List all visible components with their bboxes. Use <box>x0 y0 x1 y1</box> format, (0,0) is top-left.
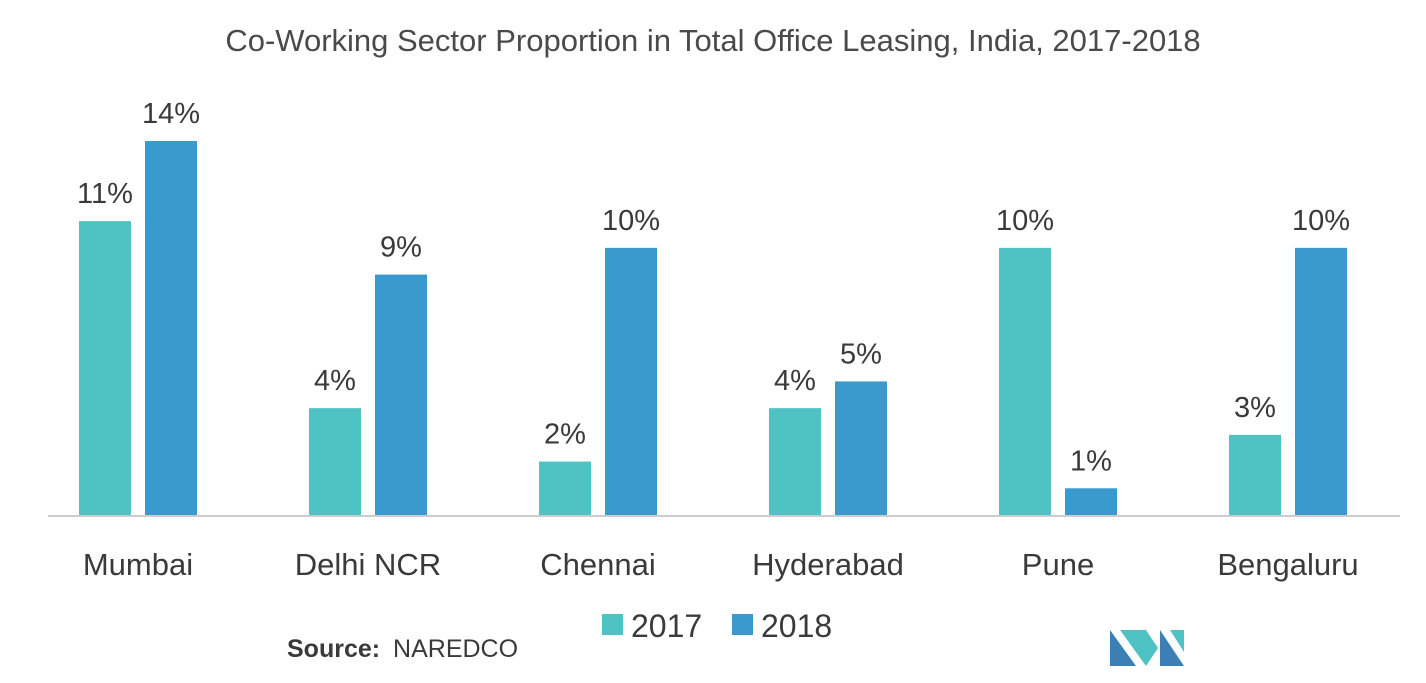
category-label-delhi-ncr: Delhi NCR <box>295 547 441 582</box>
legend-label-2018: 2018 <box>761 608 832 644</box>
bar-chennai-2018 <box>605 247 657 515</box>
bar-mumbai-2017 <box>79 221 131 515</box>
bars-layer <box>79 141 1347 515</box>
legend: 2017 2018 <box>602 608 832 644</box>
bar-delhi-ncr-2017 <box>309 408 361 515</box>
category-label-hyderabad: Hyderabad <box>752 547 904 582</box>
category-label-pune: Pune <box>1022 547 1094 582</box>
data-label-hyderabad-2017: 4% <box>774 365 816 397</box>
bar-mumbai-2018 <box>145 141 197 515</box>
data-label-hyderabad-2018: 5% <box>840 338 882 370</box>
data-label-chennai-2017: 2% <box>544 419 586 451</box>
bar-delhi-ncr-2018 <box>375 274 427 515</box>
data-label-pune-2017: 10% <box>996 205 1054 237</box>
source-label: Source: <box>287 635 380 663</box>
source-value: NAREDCO <box>393 635 518 663</box>
data-label-mumbai-2017: 11% <box>77 178 133 210</box>
data-label-chennai-2018: 10% <box>602 205 660 237</box>
data-label-delhi-ncr-2018: 9% <box>380 232 422 264</box>
category-label-bengaluru: Bengaluru <box>1217 547 1358 582</box>
category-label-chennai: Chennai <box>540 547 655 582</box>
bar-chennai-2017 <box>539 461 591 515</box>
legend-swatch-2017 <box>602 614 623 635</box>
legend-label-2017: 2017 <box>631 608 702 644</box>
category-label-mumbai: Mumbai <box>83 547 193 582</box>
data-label-bengaluru-2018: 10% <box>1292 205 1350 237</box>
data-label-delhi-ncr-2017: 4% <box>314 365 356 397</box>
data-label-mumbai-2018: 14% <box>142 98 200 130</box>
bar-hyderabad-2018 <box>835 381 887 515</box>
chart-title: Co-Working Sector Proportion in Total Of… <box>225 23 1200 58</box>
labels-layer: 11% 14% Mumbai 4% 9% Delhi NCR 2% 10% Chennai 4% 5… <box>77 98 1359 582</box>
legend-swatch-2018 <box>732 614 753 635</box>
source-note: Source: NAREDCO <box>287 635 518 663</box>
bar-pune-2018 <box>1065 488 1117 515</box>
bar-bengaluru-2017 <box>1229 434 1281 515</box>
bar-pune-2017 <box>999 247 1051 515</box>
bar-bengaluru-2018 <box>1295 247 1347 515</box>
data-label-pune-2018: 1% <box>1070 445 1112 477</box>
mordor-intelligence-logo-icon <box>1110 630 1184 666</box>
data-label-bengaluru-2017: 3% <box>1234 392 1276 424</box>
bar-hyderabad-2017 <box>769 408 821 515</box>
